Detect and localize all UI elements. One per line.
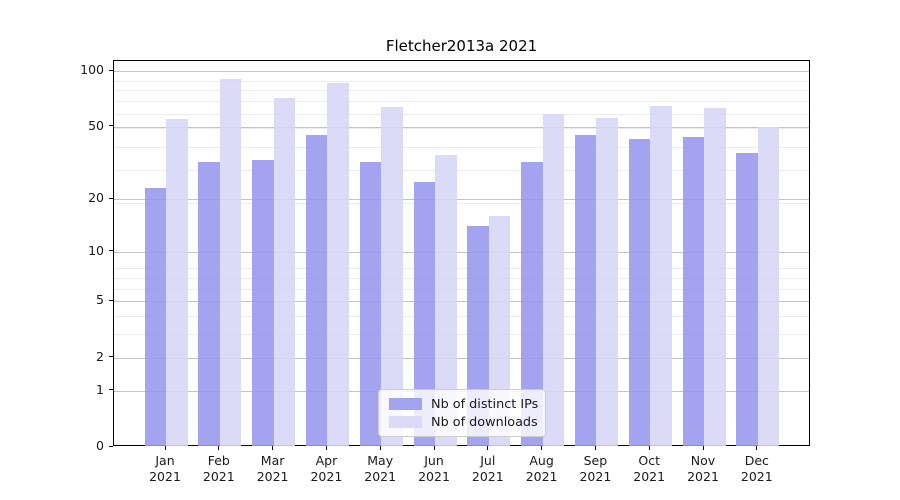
y-tick-label-0: 0 — [96, 438, 104, 453]
bar-nb-of-downloads-feb-2021 — [219, 78, 242, 446]
y-tick-label-5: 5 — [96, 292, 104, 308]
x-tick-mark — [218, 446, 220, 450]
gridline-minor — [114, 288, 809, 290]
y-tick-mark — [109, 197, 113, 199]
y-tick-mark — [109, 125, 113, 127]
x-tick-mark — [325, 446, 327, 450]
bar-nb-of-distinct-ips-nov-2021 — [682, 137, 704, 446]
y-tick-mark — [109, 445, 113, 447]
chart-title: Fletcher2013a 2021 — [385, 37, 538, 55]
bar-nb-of-downloads-may-2021 — [381, 107, 403, 446]
gridline-minor — [114, 315, 809, 317]
gridline-minor — [114, 268, 809, 270]
x-tick-label-sep-2021: Sep 2021 — [579, 453, 612, 484]
x-tick-label-jul-2021: Jul 2021 — [471, 453, 504, 484]
x-tick-label-feb-2021: Feb 2021 — [202, 453, 235, 484]
bar-nb-of-distinct-ips-dec-2021 — [736, 152, 758, 446]
x-tick-mark — [272, 446, 274, 450]
gridline-major-2 — [114, 357, 809, 359]
gridline-major-10 — [114, 251, 809, 253]
y-tick-mark — [109, 250, 113, 252]
bar-nb-of-downloads-mar-2021 — [273, 97, 296, 446]
bar-nb-of-distinct-ips-aug-2021 — [521, 162, 543, 446]
gridline-minor — [114, 128, 809, 130]
x-tick-mark — [756, 446, 758, 450]
gridline-minor — [114, 101, 809, 103]
gridline-major-5 — [114, 301, 809, 303]
bar-nb-of-downloads-jan-2021 — [166, 119, 188, 446]
bar-nb-of-distinct-ips-apr-2021 — [305, 135, 328, 446]
y-tick-label-1: 1 — [96, 381, 104, 397]
x-tick-label-mar-2021: Mar 2021 — [256, 453, 289, 484]
y-tick-label-2: 2 — [96, 348, 104, 364]
x-tick-label-nov-2021: Nov 2021 — [687, 453, 719, 484]
bar-nb-of-distinct-ips-mar-2021 — [252, 159, 274, 446]
bar-nb-of-distinct-ips-may-2021 — [359, 162, 382, 446]
gridline-minor — [114, 113, 809, 115]
y-tick-mark — [109, 69, 113, 71]
bar-nb-of-distinct-ips-jun-2021 — [413, 181, 435, 446]
gridline-minor — [114, 80, 809, 82]
y-tick-label-50: 50 — [88, 117, 104, 133]
x-tick-label-apr-2021: Apr 2021 — [310, 453, 343, 484]
gridline-major-20 — [114, 199, 809, 201]
gridline-minor — [114, 203, 809, 205]
x-tick-mark — [433, 446, 435, 450]
y-tick-label-100: 100 — [80, 62, 104, 78]
bar-nb-of-distinct-ips-jan-2021 — [144, 188, 166, 446]
legend-item-distinct-ips: Nb of distinct IPs — [389, 395, 539, 413]
plot-area — [113, 60, 810, 446]
y-tick-mark — [109, 299, 113, 301]
bar-nb-of-downloads-aug-2021 — [542, 113, 565, 446]
x-tick-mark — [487, 446, 489, 450]
bar-nb-of-downloads-apr-2021 — [327, 83, 349, 446]
gridline-major-50 — [114, 126, 809, 128]
x-tick-mark — [379, 446, 381, 450]
legend-label-downloads: Nb of downloads — [431, 414, 538, 430]
x-tick-mark — [702, 446, 704, 450]
x-tick-label-jun-2021: Jun 2021 — [418, 453, 450, 484]
x-tick-label-jan-2021: Jan 2021 — [149, 453, 181, 484]
gridline-minor — [114, 277, 809, 279]
legend-item-downloads: Nb of downloads — [389, 413, 538, 431]
x-tick-label-may-2021: May 2021 — [364, 453, 397, 484]
bar-nb-of-distinct-ips-oct-2021 — [628, 138, 651, 446]
x-tick-mark — [164, 446, 166, 450]
bar-nb-of-downloads-oct-2021 — [650, 105, 672, 446]
legend-swatch-distinct-ips — [389, 398, 422, 410]
gridline-minor — [114, 90, 809, 92]
legend-label-distinct-ips: Nb of distinct IPs — [431, 396, 539, 412]
x-tick-mark — [541, 446, 543, 450]
x-tick-mark — [648, 446, 650, 450]
legend: Nb of distinct IPs Nb of downloads — [378, 389, 546, 437]
y-tick-mark — [109, 389, 113, 391]
y-tick-label-20: 20 — [88, 190, 104, 206]
gridline-minor — [114, 334, 809, 336]
y-tick-mark — [109, 356, 113, 358]
x-tick-label-oct-2021: Oct 2021 — [633, 453, 666, 484]
bar-nb-of-distinct-ips-sep-2021 — [574, 135, 597, 446]
bar-nb-of-downloads-dec-2021 — [757, 126, 780, 446]
bar-nb-of-distinct-ips-feb-2021 — [198, 162, 220, 446]
x-tick-mark — [594, 446, 596, 450]
x-tick-label-aug-2021: Aug 2021 — [525, 453, 558, 484]
x-tick-label-dec-2021: Dec 2021 — [740, 453, 773, 484]
legend-swatch-downloads — [389, 416, 422, 428]
bar-nb-of-downloads-jun-2021 — [435, 155, 457, 446]
y-tick-label-10: 10 — [88, 242, 104, 258]
gridline-minor — [114, 146, 809, 148]
bar-nb-of-downloads-sep-2021 — [596, 117, 618, 446]
gridline-major-100 — [114, 71, 809, 73]
gridline-minor — [114, 170, 809, 172]
bar-nb-of-downloads-jul-2021 — [488, 216, 511, 446]
bar-nb-of-downloads-nov-2021 — [704, 108, 726, 446]
